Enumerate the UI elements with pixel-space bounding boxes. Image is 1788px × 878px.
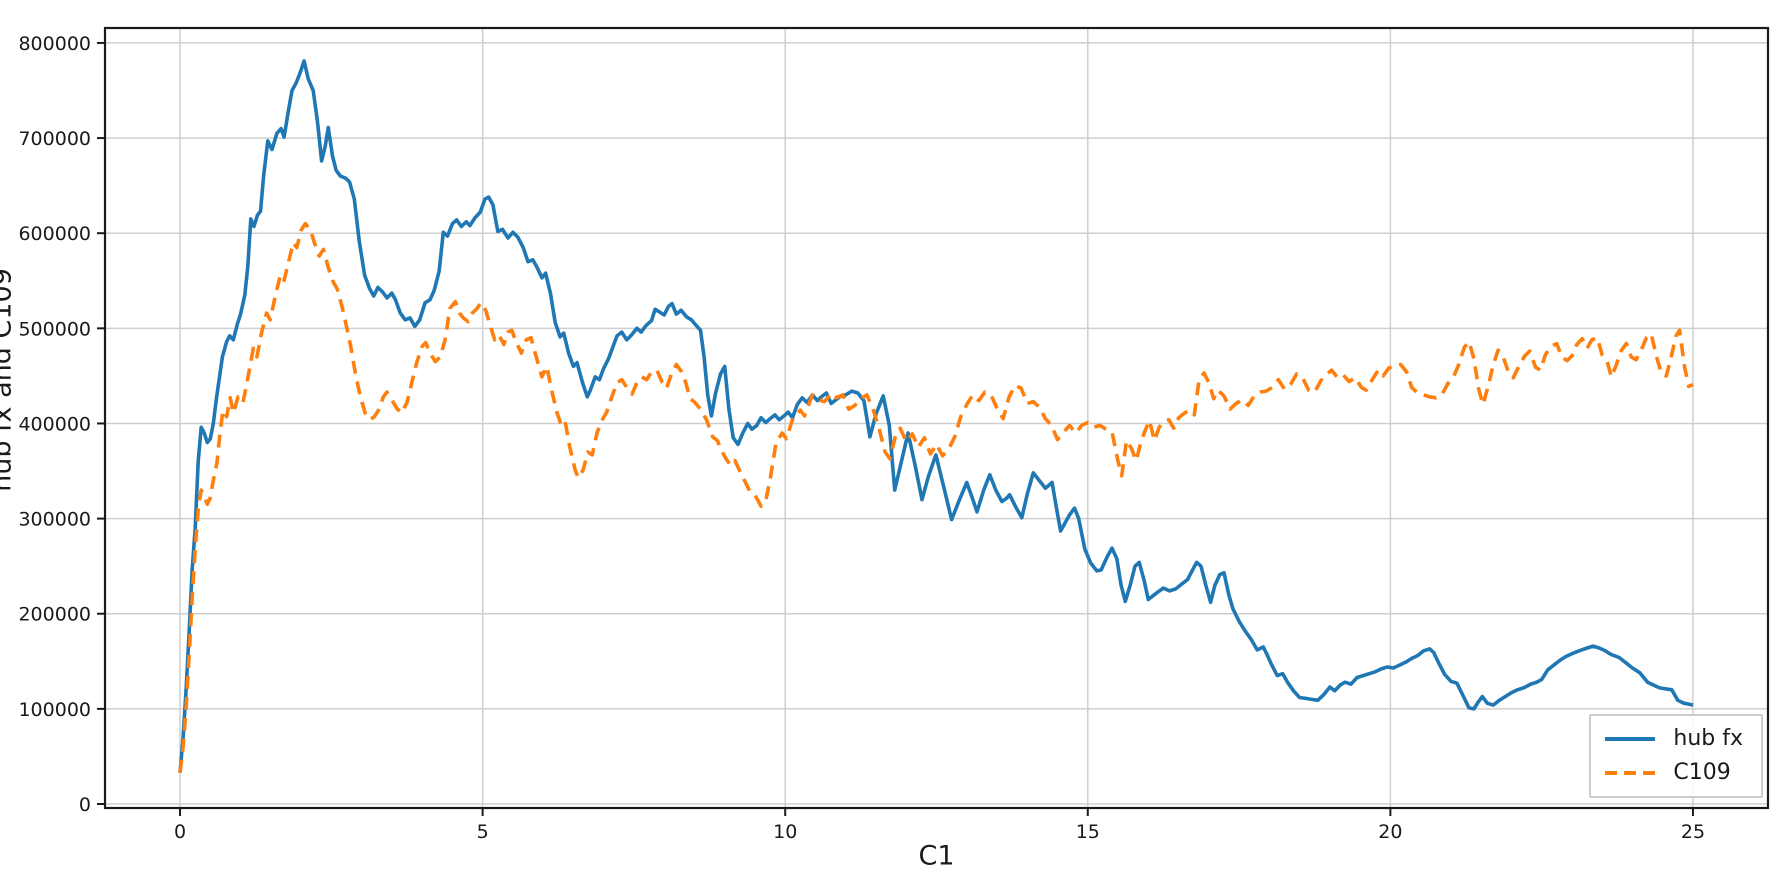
legend-label: C109: [1673, 760, 1731, 785]
y-tick-label: 500000: [18, 318, 91, 340]
series-line-C109: [178, 221, 1694, 773]
x-tick-label: 15: [1076, 821, 1100, 843]
y-tick-label: 200000: [18, 604, 91, 626]
x-tick-label: 5: [477, 821, 489, 843]
y-tick-label: 100000: [18, 699, 91, 721]
y-tick-label: 0: [79, 794, 91, 816]
legend: hub fx C109: [1589, 714, 1763, 798]
y-tick-label: 400000: [18, 413, 91, 435]
axes-frame: [103, 26, 1770, 810]
series-line-hub-fx: [178, 59, 1694, 773]
legend-line-sample-solid: [1605, 737, 1656, 741]
legend-entry-c109: C109: [1605, 762, 1743, 784]
legend-line-sample-dashed: [1605, 771, 1656, 775]
x-tick-label: 0: [174, 821, 186, 843]
legend-entry-hub-fx: hub fx: [1605, 728, 1743, 750]
x-tick-label: 10: [773, 821, 797, 843]
x-tick-label: 20: [1378, 821, 1402, 843]
y-tick-label: 300000: [18, 509, 91, 531]
y-tick-label: 800000: [18, 33, 91, 55]
y-tick-label: 600000: [18, 223, 91, 245]
y-tick-label: 700000: [18, 128, 91, 150]
legend-label: hub fx: [1673, 726, 1743, 751]
x-tick-label: 25: [1681, 821, 1705, 843]
